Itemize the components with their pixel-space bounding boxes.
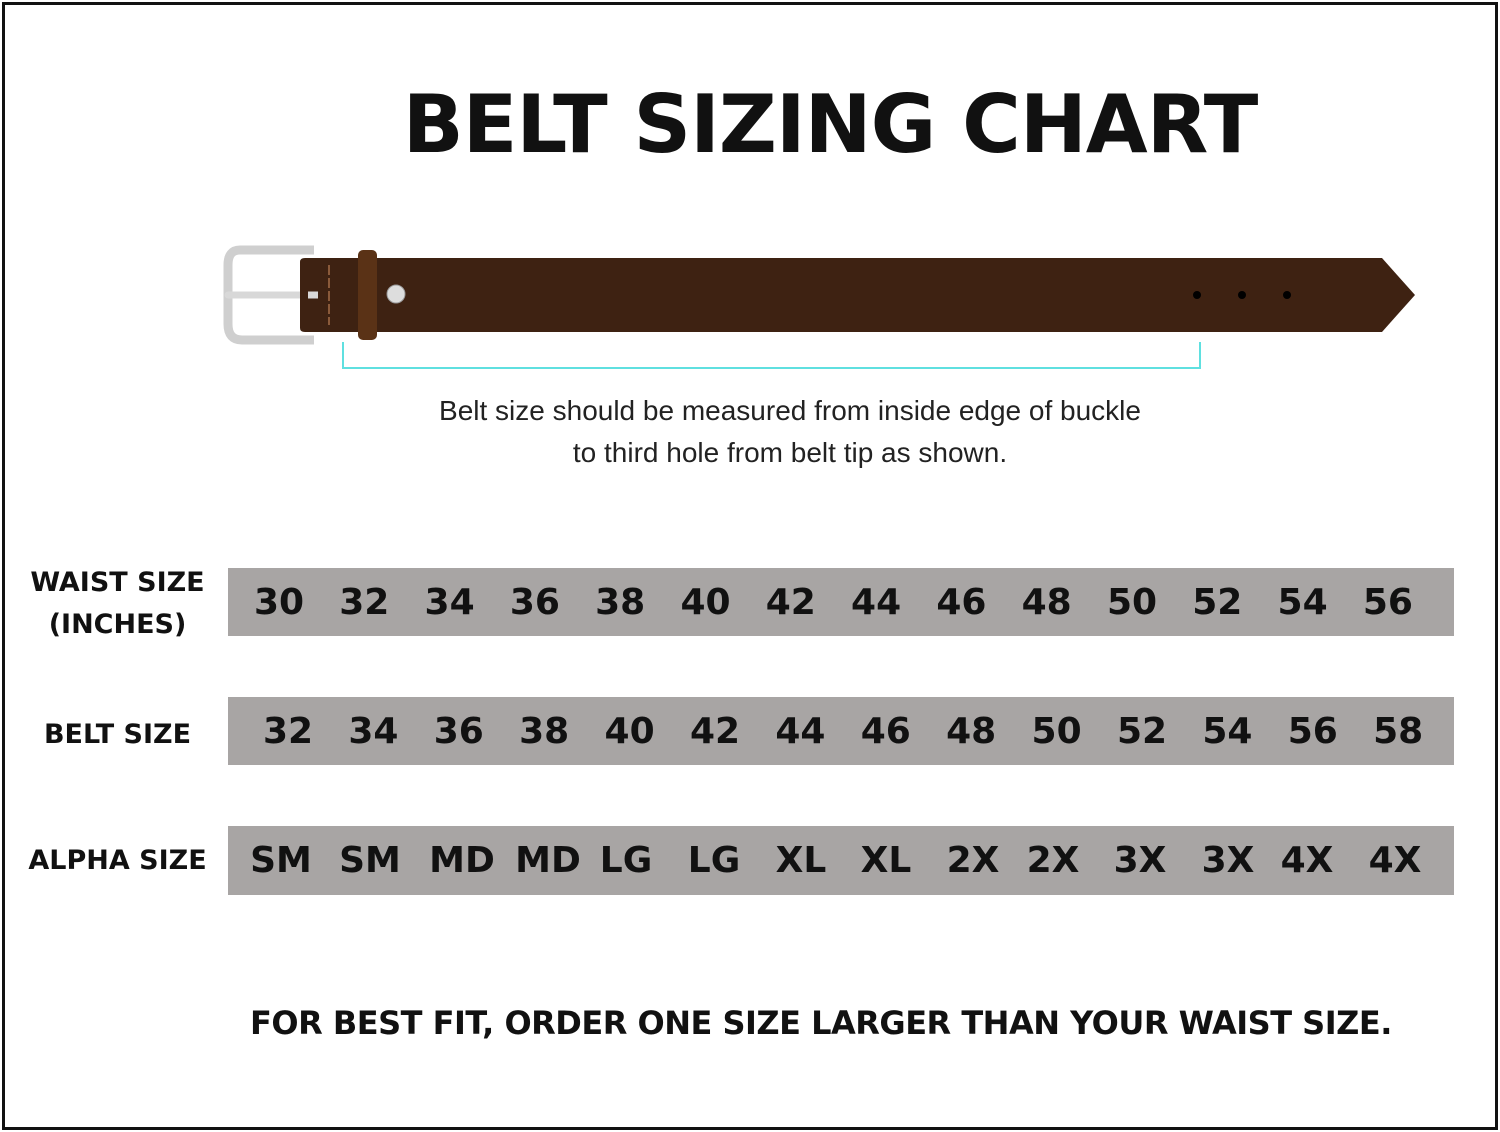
size-cell: 52: [1116, 710, 1168, 752]
size-cell: 46: [936, 581, 987, 623]
belt-hole: [1238, 291, 1246, 299]
size-cell: 42: [689, 710, 741, 752]
belt-size-row: 32 34 36 38 40 42 44 46 48 50 52 54 56 58: [228, 697, 1454, 765]
size-cell: 40: [604, 710, 655, 752]
size-cell: SM: [339, 840, 401, 881]
size-cell: MD: [515, 840, 581, 881]
size-cell: 32: [339, 581, 390, 623]
size-cell: 46: [860, 710, 911, 752]
size-cell: 3X: [1113, 840, 1167, 881]
size-cell: XL: [775, 840, 827, 881]
size-cell: LG: [599, 840, 653, 881]
alpha-size-label: ALPHA SIZE: [10, 840, 225, 882]
size-cell: 2X: [946, 840, 1000, 881]
rivet: [386, 284, 406, 304]
size-cell: 2X: [1026, 840, 1080, 881]
size-cell: 36: [433, 710, 484, 752]
size-cell: 30: [253, 581, 305, 623]
label-line: BELT SIZE: [43, 719, 192, 750]
size-cell: 3X: [1201, 840, 1255, 881]
size-cell: 54: [1202, 710, 1253, 752]
size-cell: 38: [595, 581, 646, 623]
size-cell: SM: [250, 840, 312, 881]
page-title: BELT SIZING CHART: [402, 78, 1259, 171]
belt-keeper: [358, 250, 377, 340]
belt-hole: [1193, 291, 1201, 299]
measurement-bracket: [342, 342, 1201, 369]
waist-size-row: 30 32 34 36 38 40 42 44 46 48 50 52 54 56: [228, 568, 1454, 636]
size-cell: 32: [262, 710, 314, 752]
size-cell: 52: [1192, 581, 1243, 623]
label-line: WAIST SIZE: [30, 567, 205, 598]
label-line: ALPHA SIZE: [28, 845, 207, 876]
size-cell: 34: [424, 581, 475, 623]
size-cell: 40: [680, 581, 731, 623]
size-cell: 44: [851, 581, 902, 623]
size-cell: 56: [1362, 581, 1413, 623]
size-cell: 58: [1373, 710, 1424, 752]
size-cell: 50: [1031, 710, 1082, 752]
belt-illustration: [223, 245, 1415, 369]
size-cell: 50: [1106, 581, 1158, 623]
belt-hole: [1283, 291, 1291, 299]
note-line: to third hole from belt tip as shown.: [572, 437, 1008, 468]
size-cell: 56: [1287, 710, 1338, 752]
note-line: Belt size should be measured from inside…: [439, 395, 1141, 426]
size-cell: 44: [775, 710, 826, 752]
size-cell: 48: [1021, 581, 1072, 623]
size-cell: 4X: [1280, 840, 1334, 881]
size-cell: 54: [1277, 581, 1328, 623]
size-cell: 4X: [1368, 840, 1422, 881]
belt-strap: [300, 258, 1415, 332]
size-cell: LG: [687, 840, 741, 881]
size-cell: 34: [348, 710, 399, 752]
size-cell: 42: [765, 581, 816, 623]
size-cell: 48: [946, 710, 997, 752]
size-cell: XL: [860, 840, 912, 881]
alpha-size-row: SM SM MD MD LG LG XL XL 2X 2X 3X 3X 4X 4X: [228, 826, 1454, 895]
size-cell: 38: [519, 710, 570, 752]
waist-size-label: WAIST SIZE (INCHES): [10, 562, 225, 646]
size-cell: MD: [429, 840, 495, 881]
size-cell: 36: [509, 581, 560, 623]
fit-advice: FOR BEST FIT, ORDER ONE SIZE LARGER THAN…: [250, 1004, 1392, 1042]
belt-size-label: BELT SIZE: [10, 714, 225, 756]
label-line: (INCHES): [48, 609, 187, 640]
measurement-note: Belt size should be measured from inside…: [340, 390, 1240, 474]
